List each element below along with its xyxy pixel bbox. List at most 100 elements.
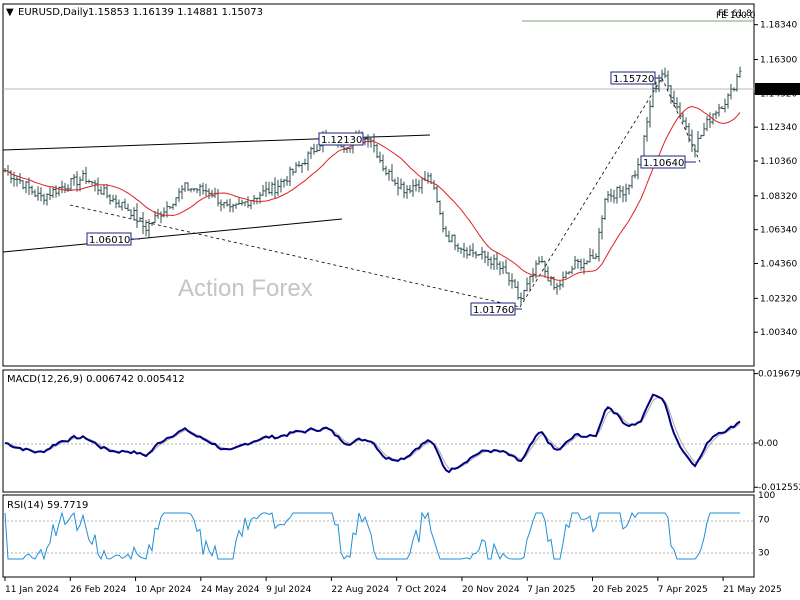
- annotation-label: 1.12130: [321, 135, 362, 146]
- ohlc-bar: [222, 201, 226, 209]
- ohlc-bar: [492, 254, 496, 270]
- time-tick-label: 10 Apr 2024: [136, 585, 192, 595]
- ohlc-bar: [663, 67, 667, 79]
- ohlc-bar: [51, 186, 55, 199]
- ohlc-bar: [462, 242, 466, 258]
- ohlc-bar: [87, 179, 91, 184]
- ohlc-bar: [297, 161, 301, 168]
- ohlc-bar: [180, 185, 184, 200]
- ohlc-bar: [402, 181, 406, 199]
- ohlc-bar: [666, 70, 670, 91]
- time-tick-label: 20 Nov 2024: [462, 585, 520, 595]
- ohlc-bar: [147, 219, 151, 238]
- macd-panel: [2, 369, 755, 493]
- ohlc-bar: [195, 188, 199, 194]
- ohlc-bar: [720, 105, 724, 110]
- ohlc-bar: [717, 103, 721, 117]
- ohlc-bar: [585, 260, 589, 265]
- ohlc-bar: [420, 178, 424, 194]
- ohlc-bar: [615, 186, 619, 204]
- ohlc-bar: [105, 184, 109, 199]
- ohlc-bar: [312, 143, 316, 155]
- ohlc-bar: [309, 146, 313, 159]
- rsi-label: RSI(14) 59.7719: [7, 500, 88, 511]
- ohlc-bar: [399, 178, 403, 190]
- price-tick-label: 1.12340: [760, 123, 797, 133]
- collapse-arrow-icon[interactable]: ▼: [6, 7, 14, 18]
- ohlc-bar: [411, 179, 415, 197]
- ohlc-bar: [81, 170, 85, 181]
- ohlc-bar: [207, 188, 211, 200]
- ohlc-bar: [405, 185, 409, 199]
- price-tick-label: 1.04360: [760, 259, 797, 269]
- ohlc-bar: [486, 251, 490, 267]
- ohlc-bar: [696, 130, 700, 153]
- ohlc-bar: [516, 281, 520, 300]
- rsi-tick-label: 100: [758, 491, 775, 501]
- ohlc-bar: [705, 116, 709, 132]
- ohlc-bar: [438, 200, 442, 215]
- ohlc-bar: [525, 277, 529, 292]
- ohlc-bar: [108, 194, 112, 205]
- price-tick-label: 1.02320: [760, 294, 797, 304]
- ohlc-bar: [12, 171, 16, 187]
- ohlc-bar: [6, 165, 10, 176]
- ohlc-bar: [594, 253, 598, 260]
- ohlc-bar: [498, 261, 502, 276]
- ohlc-bar: [723, 98, 727, 113]
- ohlc-bar: [303, 158, 307, 166]
- ohlc-bar: [597, 227, 601, 262]
- ohlc-bar: [693, 144, 697, 158]
- time-tick-label: 9 Jul 2024: [266, 585, 311, 595]
- ohlc-bar: [384, 165, 388, 176]
- fe-label: FE 61.8: [718, 9, 752, 19]
- ohlc-bar: [39, 187, 43, 202]
- ohlc-bar: [447, 230, 451, 243]
- ohlc-bar: [510, 273, 514, 289]
- ohlc-bar: [225, 199, 229, 207]
- ohlc-bar: [732, 87, 736, 92]
- ohlc-bar: [57, 186, 61, 197]
- ohlc-bar: [507, 272, 511, 286]
- rsi-line: [4, 511, 740, 561]
- ohlc-bar: [276, 179, 280, 196]
- ohlc-bar: [234, 203, 238, 209]
- ohlc-bar: [150, 221, 154, 226]
- rsi-axis: 100 70 30: [758, 491, 775, 558]
- ohlc-bar: [654, 81, 658, 93]
- ohlc-bar: [513, 278, 517, 288]
- ohlc-bar: [474, 251, 478, 259]
- ohlc-bar: [141, 211, 145, 235]
- ohlc-bar: [96, 177, 100, 196]
- ohlc-bar: [3, 168, 7, 173]
- ohlc-bar: [240, 199, 244, 206]
- ohlc-bar: [27, 177, 31, 196]
- time-axis: 11 Jan 2024 26 Feb 2024 10 Apr 2024 24 May …: [4, 577, 782, 595]
- ohlc-bar: [453, 234, 457, 251]
- ohlc-bar: [648, 100, 652, 128]
- ohlc-bar: [189, 187, 193, 193]
- price-tick-label: 1.08320: [760, 192, 797, 202]
- ohlc-bar: [48, 186, 52, 201]
- ohlc-bar: [456, 243, 460, 253]
- ohlc-bar: [546, 266, 550, 282]
- macd-signal-line: [4, 397, 741, 470]
- ohlc-bar: [348, 147, 352, 153]
- ohlc-bar: [738, 66, 742, 78]
- ohlc-bar: [387, 168, 391, 181]
- ohlc-bar: [198, 183, 202, 197]
- ohlc-bar: [285, 175, 289, 186]
- ohlc-bar: [558, 280, 562, 290]
- ohlc-bar: [210, 189, 214, 198]
- ohlc-bar: [489, 256, 493, 270]
- symbol-label: EURUSD,Daily: [18, 7, 89, 18]
- ohlc-bar: [99, 186, 103, 195]
- moving-average-line: [4, 105, 741, 281]
- time-tick-label: 7 Apr 2025: [658, 585, 708, 595]
- macd-tick-label: 0.019679: [758, 370, 800, 380]
- ohlc-bar: [624, 183, 628, 202]
- ohlc-bar: [129, 209, 133, 218]
- ohlc-bar: [282, 178, 286, 188]
- ohlc-bar: [24, 181, 28, 194]
- ohlc-bar: [591, 249, 595, 259]
